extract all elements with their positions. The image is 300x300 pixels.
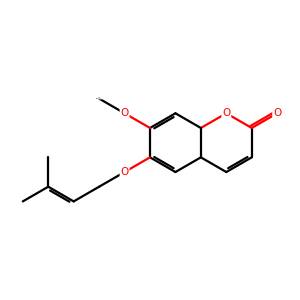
Text: O: O: [222, 108, 230, 118]
Text: O: O: [273, 108, 281, 118]
Text: O: O: [120, 108, 129, 118]
Text: methoxy: methoxy: [96, 98, 102, 99]
Text: O: O: [120, 167, 129, 177]
